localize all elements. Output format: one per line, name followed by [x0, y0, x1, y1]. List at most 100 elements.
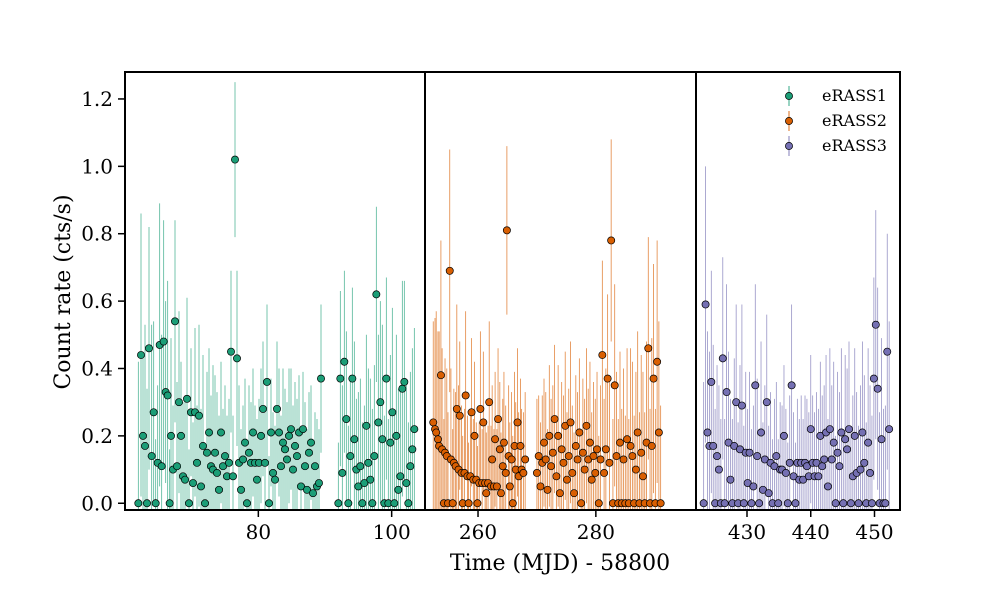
- data-point: [482, 489, 491, 498]
- data-point: [715, 465, 723, 474]
- panel-3: 430 440 450: [695, 71, 901, 544]
- x-tick-label: 430: [728, 520, 766, 544]
- data-point: [644, 344, 653, 353]
- y-tick-label: 0.2: [81, 424, 113, 448]
- data-point: [299, 425, 307, 434]
- data-point: [789, 472, 798, 481]
- data-point: [259, 404, 267, 413]
- data-point: [181, 475, 189, 484]
- data-point: [885, 425, 894, 434]
- data-point: [485, 398, 494, 407]
- data-point: [317, 374, 325, 383]
- legend-label: eRASS1: [822, 86, 887, 105]
- data-point: [818, 462, 827, 471]
- data-point: [555, 489, 564, 498]
- y-tick-label: 1.0: [81, 154, 113, 178]
- x-axis-label: Time (MJD) - 58800: [450, 551, 670, 576]
- data-point: [860, 458, 869, 467]
- data-point: [850, 431, 859, 440]
- data-point: [273, 404, 281, 413]
- data-point: [470, 431, 479, 440]
- data-point: [868, 499, 876, 508]
- data-point: [816, 431, 825, 440]
- y-tick-label: 0.8: [81, 222, 113, 246]
- data-point: [516, 442, 525, 450]
- data-point: [201, 499, 209, 508]
- data-point: [494, 415, 503, 423]
- x-tick-label: 280: [577, 520, 615, 544]
- data-point: [275, 428, 283, 437]
- legend: eRASS1 eRASS2 eRASS3: [785, 86, 887, 156]
- data-point: [701, 300, 710, 309]
- data-point: [709, 442, 718, 450]
- data-point: [846, 499, 855, 508]
- data-point: [159, 337, 168, 346]
- data-point: [824, 482, 832, 491]
- data-point: [631, 465, 640, 474]
- series-eRASS2: [429, 139, 665, 510]
- data-point: [473, 499, 482, 508]
- data-point: [344, 499, 353, 508]
- data-point: [279, 438, 287, 447]
- data-point: [637, 448, 646, 457]
- data-point: [157, 462, 166, 471]
- data-point: [760, 455, 769, 464]
- data-point: [346, 452, 355, 461]
- data-point: [281, 445, 289, 454]
- data-point: [143, 499, 151, 508]
- data-point: [563, 475, 571, 484]
- data-point: [639, 472, 647, 481]
- data-point: [883, 347, 892, 356]
- data-point: [289, 465, 297, 474]
- data-point: [820, 455, 829, 464]
- data-point: [372, 290, 381, 299]
- data-point: [429, 418, 438, 427]
- data-point: [536, 482, 545, 491]
- data-point: [386, 438, 395, 447]
- data-point: [134, 499, 143, 508]
- x-tick-label: 260: [459, 520, 497, 544]
- panel-2: 260 280: [424, 71, 697, 544]
- data-point: [812, 458, 821, 467]
- data-point: [183, 394, 191, 403]
- data-point: [591, 468, 600, 477]
- data-point: [445, 266, 454, 275]
- data-point: [141, 442, 149, 450]
- data-point: [495, 445, 504, 454]
- data-point: [257, 431, 265, 440]
- data-point: [448, 499, 457, 508]
- data-point: [654, 428, 663, 437]
- data-point: [467, 408, 476, 417]
- legend-marker: [785, 92, 793, 100]
- data-point: [532, 468, 541, 477]
- data-point: [394, 485, 403, 494]
- data-point: [586, 438, 594, 447]
- data-point: [243, 499, 251, 508]
- data-point: [745, 448, 754, 457]
- data-point: [843, 445, 852, 454]
- data-point: [151, 499, 160, 508]
- data-point: [408, 445, 417, 454]
- data-point: [227, 347, 235, 356]
- data-point: [582, 421, 591, 430]
- data-point: [390, 499, 399, 508]
- data-point: [726, 475, 735, 484]
- data-point: [806, 425, 815, 434]
- data-point: [479, 418, 488, 427]
- data-point: [833, 448, 842, 457]
- data-point: [628, 452, 637, 461]
- data-point: [501, 468, 510, 477]
- data-point: [783, 499, 792, 508]
- data-point: [791, 499, 800, 508]
- data-point: [603, 374, 612, 383]
- data-point: [770, 462, 779, 471]
- legend-item-eRASS3: eRASS3: [785, 136, 887, 156]
- data-point: [751, 381, 760, 390]
- y-tick-label: 0.6: [81, 289, 113, 313]
- data-point: [571, 442, 580, 450]
- x-tick-label: 450: [855, 520, 893, 544]
- legend-label: eRASS3: [822, 136, 887, 155]
- data-point: [623, 435, 632, 444]
- data-point: [507, 455, 516, 464]
